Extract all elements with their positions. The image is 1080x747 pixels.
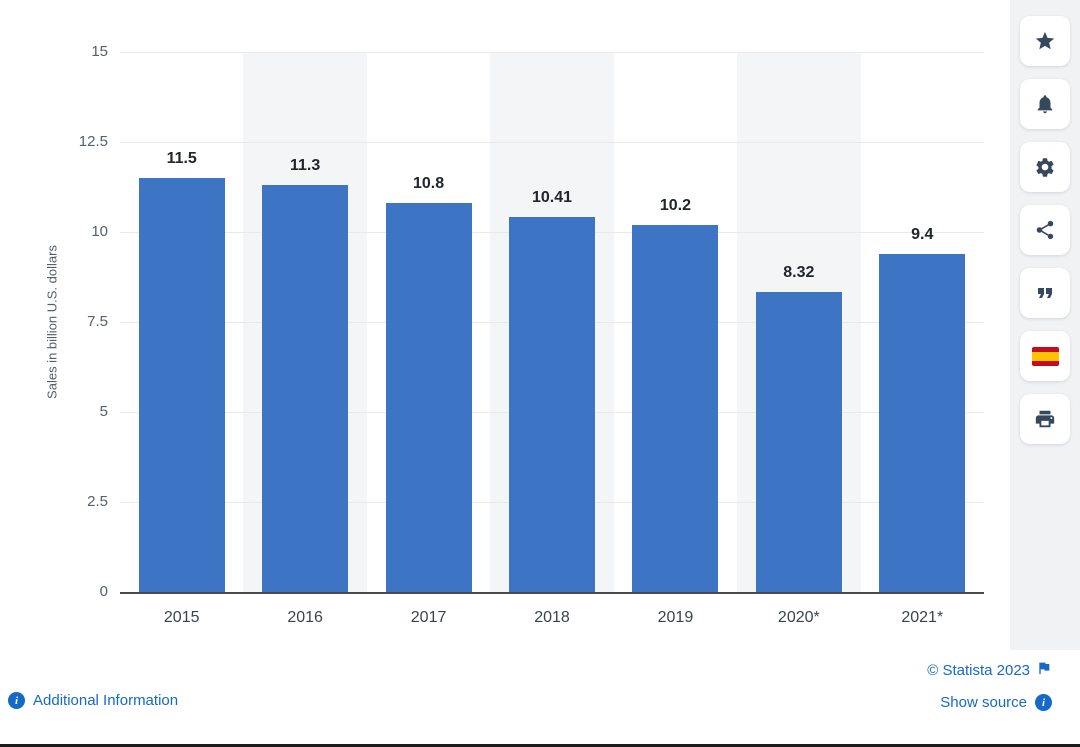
- footer: i Additional Information © Statista 2023…: [0, 650, 1080, 744]
- y-tick-label: 5: [99, 403, 108, 420]
- gear-icon: [1034, 156, 1056, 178]
- x-tick-label: 2018: [534, 609, 570, 626]
- x-tick-label: 2021*: [901, 609, 944, 626]
- bar[interactable]: [262, 185, 349, 592]
- spain-flag-icon: [1031, 346, 1059, 366]
- flag-icon[interactable]: [1036, 660, 1052, 680]
- y-tick-label: 10: [91, 223, 108, 240]
- chart-region: Sales in billion U.S. dollars 0 2.5 5 7.5 10…: [44, 43, 984, 626]
- bar-value-label: 10.8: [412, 175, 445, 192]
- plot-area: 11.5 11.3 10.8 10.41 10.2 8.32 9.4: [120, 52, 984, 594]
- footer-right: © Statista 2023 Show source i: [927, 660, 1052, 711]
- settings-button[interactable]: [1020, 142, 1070, 192]
- citation-button[interactable]: [1020, 268, 1070, 318]
- additional-information-link[interactable]: i Additional Information: [8, 692, 178, 709]
- bar-value-label: 11.5: [166, 150, 197, 167]
- show-source-label: Show source: [940, 694, 1027, 711]
- language-button[interactable]: [1020, 331, 1070, 381]
- bar-value-label: 8.32: [783, 264, 815, 281]
- bar-value-label: 10.2: [659, 197, 691, 214]
- bar-value-label: 9.4: [911, 226, 934, 243]
- bar-value-label: 11.3: [290, 157, 321, 174]
- print-button[interactable]: [1020, 394, 1070, 444]
- quote-icon: [1033, 281, 1057, 305]
- bar[interactable]: [755, 292, 842, 592]
- share-icon: [1034, 219, 1056, 241]
- gridline: [120, 142, 984, 143]
- y-tick-label: 12.5: [78, 133, 108, 150]
- copyright-label: © Statista 2023: [927, 661, 1030, 679]
- source-info-icon: i: [1035, 694, 1052, 711]
- copyright-row: © Statista 2023: [927, 660, 1052, 680]
- info-icon: i: [8, 692, 25, 709]
- y-tick-label: 15: [91, 43, 108, 60]
- bell-icon: [1034, 93, 1056, 115]
- x-tick-label: 2015: [163, 609, 200, 626]
- bar[interactable]: [385, 203, 472, 592]
- bar[interactable]: [632, 225, 719, 592]
- bar[interactable]: [509, 217, 595, 592]
- y-tick-label: 2.5: [87, 493, 108, 510]
- bar[interactable]: [879, 254, 966, 592]
- alerts-button[interactable]: [1020, 79, 1070, 129]
- additional-information-label: Additional Information: [33, 692, 179, 709]
- bar[interactable]: [138, 178, 225, 592]
- print-icon: [1034, 408, 1056, 430]
- x-tick-label: 2017: [410, 609, 447, 626]
- bar-value-label: 10.41: [531, 189, 573, 206]
- share-button[interactable]: [1020, 205, 1070, 255]
- y-tick-label: 0: [99, 583, 108, 600]
- x-tick-label: 2019: [657, 609, 694, 626]
- favorite-button[interactable]: [1020, 16, 1070, 66]
- show-source-link[interactable]: Show source i: [927, 694, 1052, 711]
- x-tick-label: 2020*: [777, 609, 820, 626]
- star-icon: [1034, 30, 1056, 52]
- gridline: [120, 52, 984, 53]
- toolbar-sidebar: [1010, 0, 1080, 650]
- x-tick-label: 2016: [287, 609, 323, 626]
- y-tick-label: 7.5: [87, 313, 108, 330]
